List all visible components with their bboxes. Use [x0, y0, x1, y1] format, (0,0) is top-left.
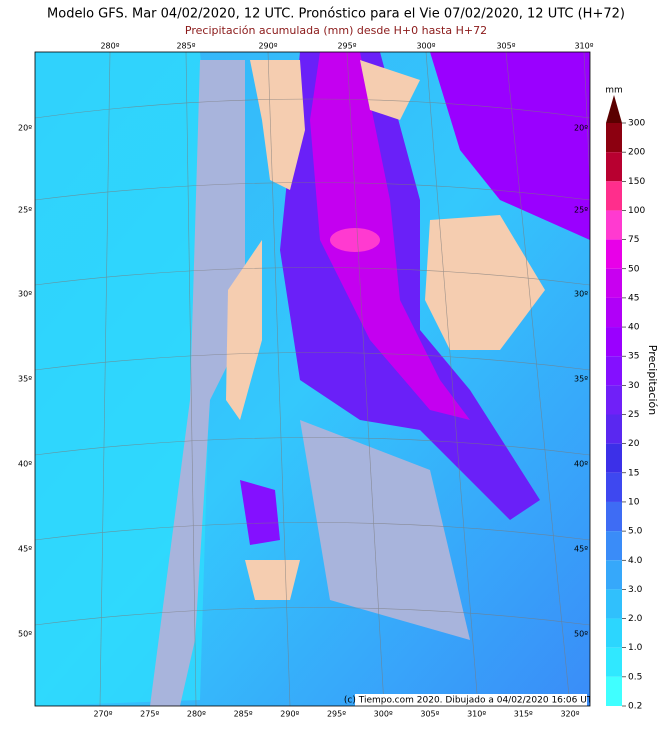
latitude-label: 40º	[574, 460, 588, 469]
longitude-label: 300º	[416, 42, 435, 51]
longitude-label: 305º	[420, 710, 439, 719]
longitude-label: 320º	[560, 710, 579, 719]
credit: (c) Tiempo.com 2020. Dibujado a 04/02/20…	[344, 696, 598, 706]
colorbar-swatch	[606, 414, 622, 444]
colorbar-swatch	[606, 472, 622, 502]
colorbar-swatch	[606, 268, 622, 298]
colorbar-label: 10	[628, 497, 640, 507]
latitude-label: 30º	[574, 290, 588, 299]
colorbar-title: Precipitación	[646, 345, 659, 416]
graticule	[35, 52, 590, 706]
latitude-label: 25º	[574, 206, 588, 215]
colorbar-swatch	[606, 123, 622, 153]
colorbar-label: 0.2	[628, 702, 642, 712]
latitude-label: 35º	[18, 375, 32, 384]
colorbar-swatch	[606, 181, 622, 211]
latitude-label: 50º	[18, 630, 32, 639]
latitude-label: 20º	[574, 124, 588, 133]
colorbar-label: 150	[628, 177, 645, 187]
colorbar-label: 3.0	[628, 585, 643, 595]
light-rain	[35, 52, 215, 706]
colorbar-label: 4.0	[628, 556, 643, 566]
latitude-label: 45º	[574, 545, 588, 554]
rain-band	[430, 52, 590, 240]
colorbar-label: 50	[628, 264, 640, 274]
map-frame	[34, 51, 591, 707]
map: (c) Tiempo.com 2020. Dibujado a 04/02/20…	[35, 52, 598, 706]
colorbar-label: 30	[628, 381, 640, 391]
colorbar-label: 0.5	[628, 672, 642, 682]
credit-box	[355, 694, 587, 706]
longitude-label: 305º	[496, 42, 515, 51]
longitude-label: 270º	[93, 710, 112, 719]
title: Modelo GFS. Mar 04/02/2020, 12 UTC. Pron…	[47, 7, 625, 22]
colorbar-swatch	[606, 676, 622, 706]
colorbar-label: 45	[628, 293, 639, 303]
colorbar-label: 15	[628, 468, 639, 478]
latitude-label: 30º	[18, 290, 32, 299]
colorbar-swatch	[606, 501, 622, 532]
colorbar-label: 35	[628, 352, 639, 362]
colorbar-swatch	[606, 531, 622, 561]
colorbar-swatch	[606, 560, 622, 590]
longitude-label: 295º	[337, 42, 356, 51]
rain-patch	[240, 480, 280, 545]
land	[360, 60, 420, 120]
colorbar-swatch	[606, 297, 622, 328]
colorbar-triangle	[606, 95, 622, 123]
colorbar-swatch	[606, 152, 622, 182]
latitude-label: 25º	[18, 206, 32, 215]
longitude-label: 280º	[187, 710, 206, 719]
longitude-label: 310º	[467, 710, 486, 719]
longitude-label: 300º	[374, 710, 393, 719]
colorbar-label: 20	[628, 439, 640, 449]
colorbar-swatch	[606, 239, 622, 269]
colorbar-label: 200	[628, 148, 645, 158]
latitude-label: 50º	[574, 630, 588, 639]
land	[226, 240, 262, 420]
longitude-label: 315º	[514, 710, 533, 719]
latitude-label: 40º	[18, 460, 32, 469]
longitude-label: 275º	[140, 710, 159, 719]
heavy-rain-band	[310, 52, 470, 420]
colorbar-label: 300	[628, 119, 645, 129]
colorbar-unit: mm	[605, 86, 623, 96]
colorbar-label: 1.0	[628, 643, 643, 653]
colorbar-label: 2.0	[628, 614, 643, 624]
subtitle: Precipitación acumulada (mm) desde H+0 h…	[185, 24, 487, 37]
land	[425, 215, 545, 350]
colorbar-swatch	[606, 589, 622, 619]
colorbar-swatch	[606, 385, 622, 415]
longitude-label: 285º	[176, 42, 195, 51]
longitude-label: 295º	[327, 710, 346, 719]
longitude-label: 290º	[258, 42, 277, 51]
latitude-label: 20º	[18, 124, 32, 133]
colorbar-swatch	[606, 210, 622, 240]
colorbar-label: 75	[628, 235, 639, 245]
colorbar-swatch	[606, 647, 622, 677]
colorbar-swatch	[606, 327, 622, 357]
peak-rain	[330, 228, 380, 252]
colorbar-swatch	[606, 618, 622, 648]
colorbar-label: 5.0	[628, 527, 643, 537]
dry-area	[150, 60, 245, 706]
colorbar-label: 40	[628, 323, 640, 333]
longitude-label: 280º	[100, 42, 119, 51]
latitude-label: 45º	[18, 545, 32, 554]
latitude-label: 35º	[574, 375, 588, 384]
longitude-label: 285º	[234, 710, 253, 719]
colorbar-label: 25	[628, 410, 639, 420]
colorbar-label: 100	[628, 206, 645, 216]
longitude-label: 290º	[280, 710, 299, 719]
longitude-label: 310º	[574, 42, 593, 51]
colorbar-swatch	[606, 443, 622, 473]
colorbar-swatch	[606, 356, 622, 386]
land	[250, 60, 305, 190]
dry-area	[300, 420, 470, 640]
